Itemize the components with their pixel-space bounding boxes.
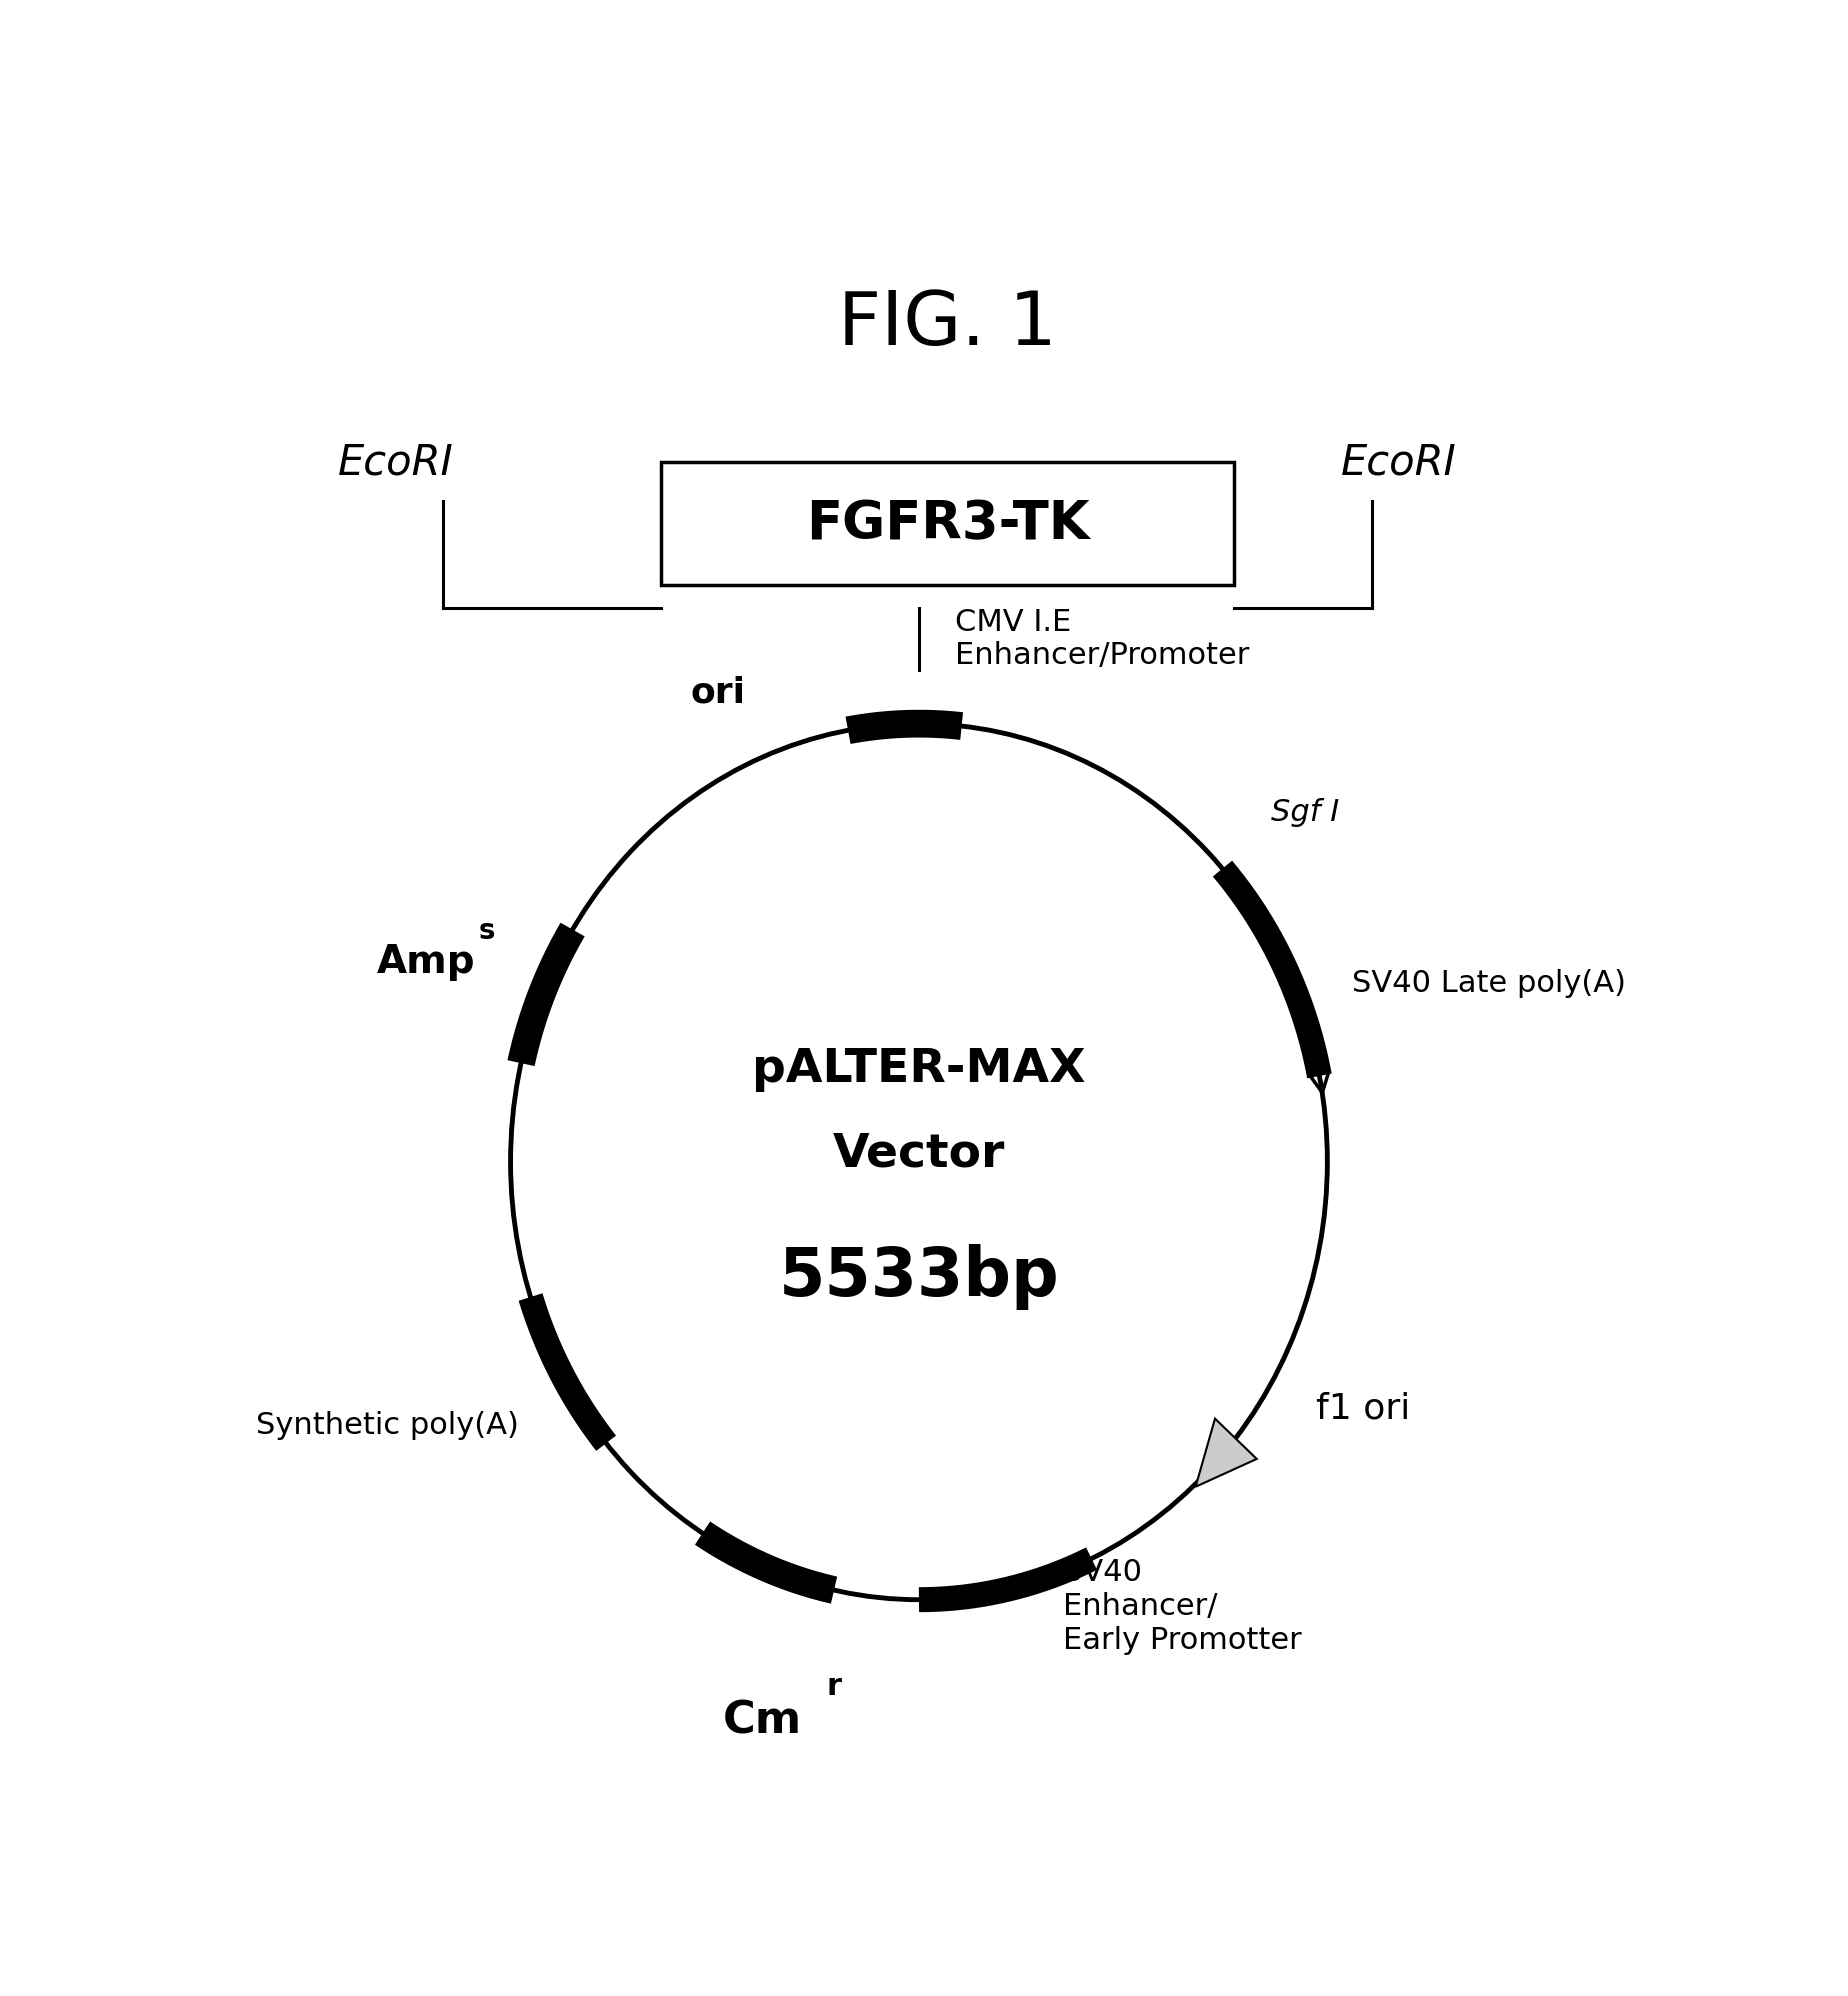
Bar — [662, 463, 1234, 585]
Text: Amp: Amp — [377, 942, 475, 980]
Text: s: s — [479, 916, 495, 944]
Text: FIG. 1: FIG. 1 — [837, 287, 1057, 361]
Text: CMV I.E
Enhancer/Promoter: CMV I.E Enhancer/Promoter — [954, 609, 1249, 671]
Text: pALTER-MAX: pALTER-MAX — [752, 1048, 1085, 1092]
Text: f1 ori: f1 ori — [1316, 1391, 1408, 1425]
Text: Sgf I: Sgf I — [1270, 798, 1338, 828]
Polygon shape — [1196, 1419, 1257, 1487]
Text: SV40 Late poly(A): SV40 Late poly(A) — [1351, 968, 1626, 998]
Text: Cm: Cm — [723, 1699, 802, 1743]
Text: ori: ori — [689, 675, 745, 709]
Text: EcoRI: EcoRI — [338, 441, 453, 483]
Text: 5533bp: 5533bp — [778, 1244, 1059, 1309]
Text: FGFR3-TK: FGFR3-TK — [806, 497, 1088, 549]
Text: SV40
Enhancer/
Early Promotter: SV40 Enhancer/ Early Promotter — [1063, 1559, 1301, 1655]
Text: Synthetic poly(A): Synthetic poly(A) — [255, 1411, 519, 1439]
Text: EcoRI: EcoRI — [1340, 441, 1456, 483]
Text: Vector: Vector — [832, 1132, 1005, 1176]
Text: r: r — [826, 1673, 841, 1701]
